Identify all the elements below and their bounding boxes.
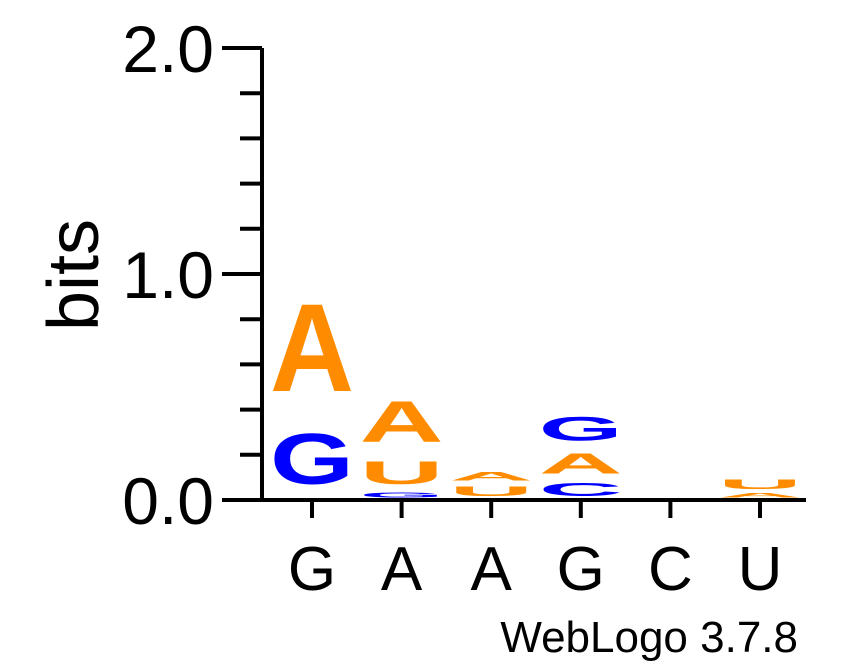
y-tick-label: 1.0 [122, 238, 214, 312]
logo-letter-A: A [718, 492, 802, 499]
svg-text:U: U [449, 483, 533, 499]
weblogo-credit: WebLogo 3.7.8 [500, 613, 798, 662]
logo-letter-A: A [449, 469, 533, 483]
svg-text:A: A [360, 389, 444, 454]
logo-letter-A: A [270, 278, 354, 418]
svg-text:C: C [539, 480, 623, 500]
svg-text:G: G [360, 491, 444, 499]
logo-letter-U: U [718, 476, 802, 492]
logo-letters: GACGUAGUACAGUGAU [270, 278, 802, 500]
logo-letter-G: G [270, 419, 354, 500]
x-tick-label: G [288, 535, 336, 604]
svg-text:A: A [270, 278, 354, 418]
svg-text:A: A [718, 492, 802, 499]
svg-text:U: U [360, 455, 444, 491]
y-tick-label: 2.0 [122, 12, 214, 86]
svg-text:A: A [539, 448, 623, 480]
y-axis-label: bits [34, 219, 114, 331]
x-tick-label: U [738, 535, 783, 604]
logo-axes: 0.01.02.0G A A G C U [122, 12, 806, 604]
x-tick-label: G [557, 535, 605, 604]
logo-letter-U: U [449, 483, 533, 499]
y-tick-label: 0.0 [122, 464, 214, 538]
logo-letter-A: A [539, 448, 623, 480]
svg-text:G: G [539, 409, 623, 448]
svg-text:U: U [718, 476, 802, 492]
logo-letter-U: U [360, 455, 444, 491]
x-tick-label: A [471, 535, 513, 604]
x-tick-label: A [381, 535, 423, 604]
logo-letter-A: A [360, 389, 444, 454]
svg-text:G: G [270, 419, 354, 500]
logo-letter-C: C [539, 480, 623, 500]
logo-letter-G: G [360, 491, 444, 499]
x-tick-label: C [648, 535, 693, 604]
svg-text:A: A [449, 469, 533, 483]
logo-letter-G: G [539, 409, 623, 448]
